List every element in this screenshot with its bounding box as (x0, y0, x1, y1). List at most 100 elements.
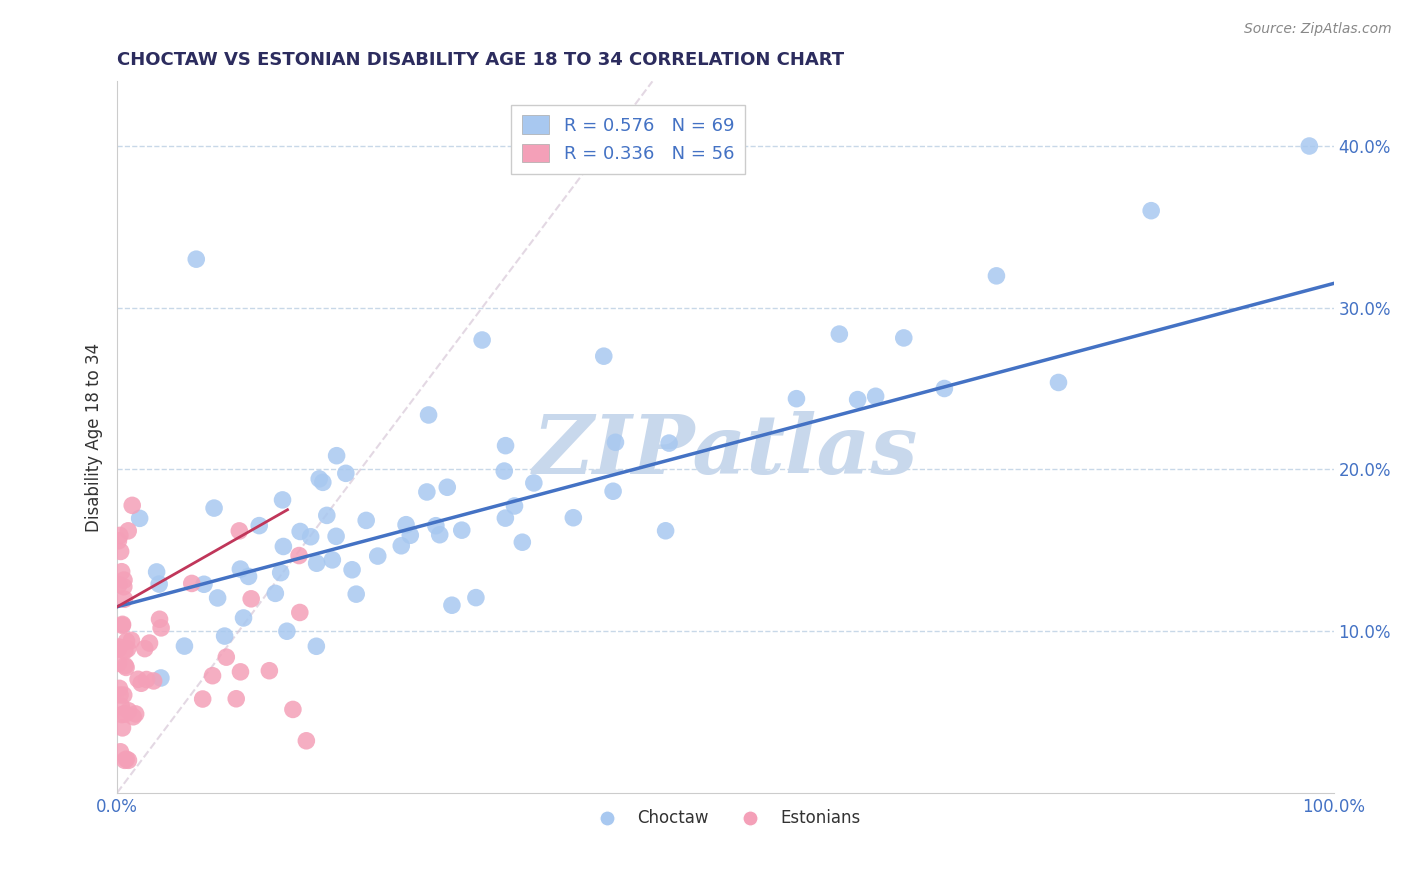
Point (658, 436, 681, 450)
Point (399, 528, 422, 542)
Point (308, 472, 330, 486)
Point (494, 464, 516, 478)
Point (425, 518, 447, 533)
Point (110, 544, 132, 558)
Point (111, 618, 134, 632)
Point (464, 591, 486, 605)
Point (305, 640, 328, 654)
Point (495, 439, 517, 453)
Point (305, 556, 328, 570)
Point (238, 569, 260, 583)
Point (108, 640, 131, 654)
Text: CHOCTAW VS ESTONIAN DISABILITY AGE 18 TO 34 CORRELATION CHART: CHOCTAW VS ESTONIAN DISABILITY AGE 18 TO… (117, 51, 845, 69)
Point (259, 664, 281, 678)
Point (111, 565, 134, 579)
Point (117, 524, 139, 538)
Point (225, 691, 247, 706)
Point (654, 524, 676, 538)
Point (120, 633, 142, 648)
Point (173, 639, 195, 653)
Point (602, 484, 624, 499)
Point (325, 529, 347, 543)
Point (232, 611, 254, 625)
Point (117, 753, 139, 767)
Point (450, 523, 472, 537)
Point (340, 563, 363, 577)
Point (229, 665, 252, 679)
Point (288, 524, 311, 539)
Point (312, 475, 335, 490)
Point (288, 549, 311, 563)
Point (389, 539, 412, 553)
Point (129, 676, 152, 690)
Point (150, 621, 173, 635)
Point (114, 753, 136, 767)
Point (135, 673, 157, 687)
Point (114, 644, 136, 658)
Point (288, 606, 311, 620)
Point (865, 389, 887, 403)
Point (145, 565, 167, 579)
Point (134, 641, 156, 656)
Point (846, 392, 869, 407)
Point (335, 467, 357, 481)
Y-axis label: Disability Age 18 to 34: Disability Age 18 to 34 (86, 343, 103, 532)
Point (115, 660, 138, 674)
Point (281, 702, 304, 716)
Point (111, 721, 134, 735)
Point (828, 327, 851, 342)
Point (107, 533, 129, 548)
Point (201, 669, 224, 683)
Point (1298, 139, 1320, 153)
Point (191, 692, 214, 706)
Point (934, 382, 956, 396)
Point (121, 499, 143, 513)
Point (247, 518, 270, 533)
Point (114, 706, 136, 721)
Point (1140, 203, 1163, 218)
Point (270, 566, 292, 580)
Point (110, 699, 132, 714)
Point (785, 392, 807, 406)
Point (207, 591, 229, 605)
Point (416, 485, 439, 500)
Point (112, 580, 135, 594)
Text: Source: ZipAtlas.com: Source: ZipAtlas.com (1244, 22, 1392, 37)
Point (367, 549, 389, 563)
Point (110, 745, 132, 759)
Point (503, 499, 526, 513)
Point (986, 268, 1008, 283)
Point (605, 435, 627, 450)
Point (276, 624, 298, 639)
Point (510, 535, 533, 549)
Point (180, 576, 202, 591)
Point (418, 408, 440, 422)
Point (271, 492, 294, 507)
Point (264, 586, 287, 600)
Point (494, 511, 516, 525)
Point (127, 673, 149, 687)
Point (1047, 376, 1070, 390)
Point (321, 553, 343, 567)
Point (228, 524, 250, 538)
Point (124, 706, 146, 721)
Point (440, 599, 463, 613)
Point (108, 578, 131, 592)
Point (471, 333, 494, 347)
Point (215, 650, 238, 665)
Point (115, 752, 138, 766)
Point (115, 634, 138, 648)
Point (214, 629, 236, 643)
Point (229, 562, 252, 576)
Legend: Choctaw, Estonians: Choctaw, Estonians (583, 803, 868, 834)
Point (315, 508, 337, 523)
Point (193, 577, 215, 591)
Point (142, 673, 165, 688)
Point (149, 671, 172, 685)
Point (295, 733, 318, 747)
Point (122, 710, 145, 724)
Point (111, 707, 134, 722)
Point (112, 573, 135, 587)
Point (117, 704, 139, 718)
Point (128, 511, 150, 525)
